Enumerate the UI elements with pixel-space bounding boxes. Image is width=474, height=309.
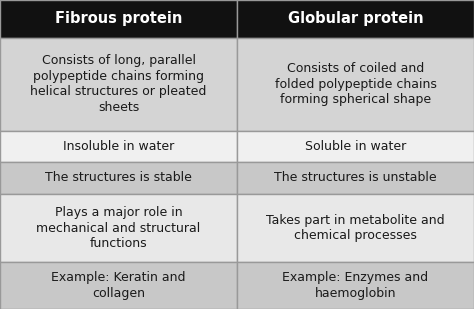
Bar bbox=[237, 0, 474, 37]
Text: Fibrous protein: Fibrous protein bbox=[55, 11, 182, 26]
Bar bbox=[237, 130, 474, 162]
Text: Takes part in metabolite and
chemical processes: Takes part in metabolite and chemical pr… bbox=[266, 214, 445, 242]
Bar bbox=[237, 162, 474, 194]
Bar bbox=[0, 37, 237, 130]
Bar bbox=[0, 194, 237, 262]
Text: Plays a major role in
mechanical and structural
functions: Plays a major role in mechanical and str… bbox=[36, 206, 201, 250]
Bar bbox=[237, 194, 474, 262]
Text: Consists of coiled and
folded polypeptide chains
forming spherical shape: Consists of coiled and folded polypeptid… bbox=[274, 62, 437, 106]
Text: Insoluble in water: Insoluble in water bbox=[63, 140, 174, 153]
Bar bbox=[237, 262, 474, 309]
Text: Consists of long, parallel
polypeptide chains forming
helical structures or plea: Consists of long, parallel polypeptide c… bbox=[30, 54, 207, 114]
Bar bbox=[0, 130, 237, 162]
Text: Globular protein: Globular protein bbox=[288, 11, 423, 26]
Text: Example: Enzymes and
haemoglobin: Example: Enzymes and haemoglobin bbox=[283, 271, 428, 300]
Bar bbox=[237, 37, 474, 130]
Bar bbox=[0, 0, 237, 37]
Text: Example: Keratin and
collagen: Example: Keratin and collagen bbox=[51, 271, 186, 300]
Bar bbox=[0, 262, 237, 309]
Text: Soluble in water: Soluble in water bbox=[305, 140, 406, 153]
Bar bbox=[0, 162, 237, 194]
Text: The structures is unstable: The structures is unstable bbox=[274, 171, 437, 184]
Text: The structures is stable: The structures is stable bbox=[45, 171, 192, 184]
